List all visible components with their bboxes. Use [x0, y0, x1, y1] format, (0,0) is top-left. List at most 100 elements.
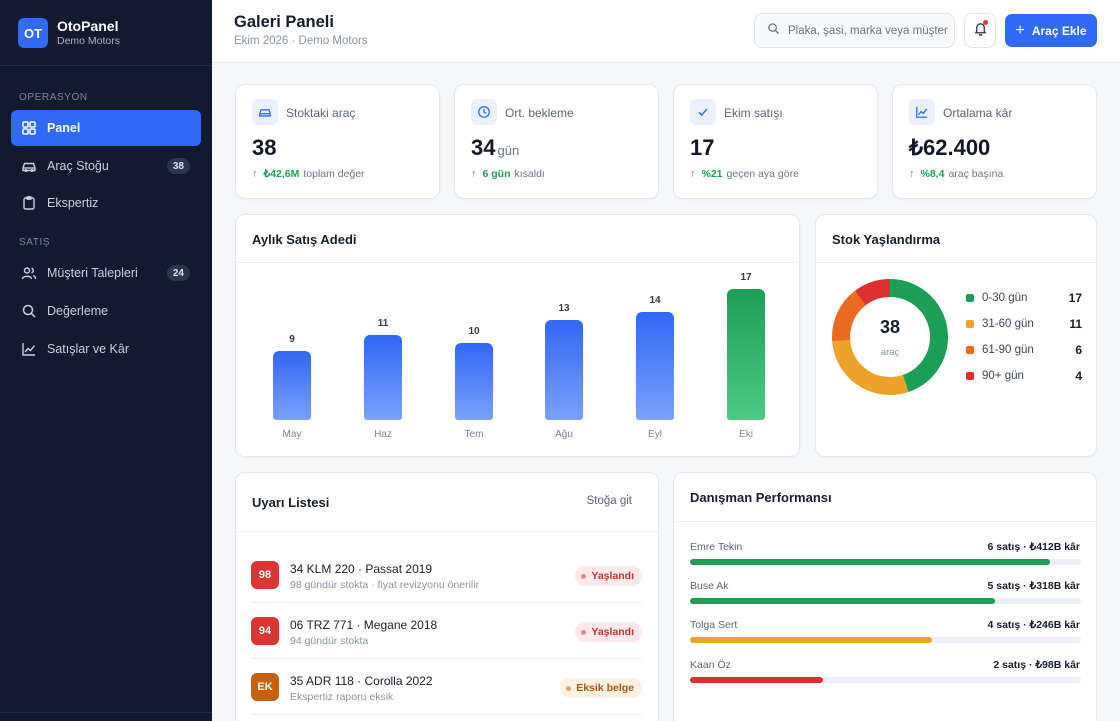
sidebar-item-panel[interactable]: Panel — [11, 110, 201, 146]
sidebar-divider — [0, 65, 212, 66]
bar-Eki[interactable] — [727, 289, 765, 420]
clipboard-icon — [21, 195, 37, 211]
legend-swatch — [966, 372, 974, 380]
alert-item[interactable]: EK 35 ADR 118 · Corolla 2022 Ekspertiz r… — [236, 659, 658, 715]
stock-count-badge: 38 — [166, 158, 190, 174]
brand-name: OtoPanel — [57, 18, 119, 34]
alert-subtitle: 94 gündür stokta — [290, 635, 369, 647]
arrow-up-icon: ↑ — [690, 168, 696, 180]
notifications-button[interactable] — [964, 13, 996, 48]
card-divider — [236, 531, 658, 532]
card-title: Stok Yaşlandırma — [832, 232, 941, 247]
kpi-footnote: ↑ %21 geçen aya göre — [690, 168, 799, 180]
sidebar-item-arac-stogu[interactable]: Araç Stoğu 38 — [11, 148, 201, 184]
add-vehicle-button[interactable]: + Araç Ekle — [1005, 14, 1097, 47]
kpi-value: 34 gün — [471, 135, 520, 160]
nav-section-operasyon: OPERASYON — [19, 92, 88, 103]
consultant-progress-track — [690, 559, 1081, 565]
kpi-footnote: ↑ ₺42,6M toplam değer — [252, 168, 365, 180]
kpi-card-wait: Ort. bekleme 34 gün ↑ 6 gün kısaldı — [454, 84, 659, 199]
sidebar-item-musteri-talepleri[interactable]: Müşteri Talepleri 24 — [11, 255, 201, 291]
add-vehicle-label: Araç Ekle — [1031, 23, 1087, 38]
bar-Ağu[interactable] — [545, 320, 583, 420]
legend-item: 61-90 gün 6 — [966, 342, 1096, 358]
alert-title: 06 TRZ 771 · Megane 2018 — [290, 618, 438, 632]
consultant-name: Emre Tekin — [690, 541, 743, 553]
alert-badge: 94 — [251, 617, 279, 645]
bar-value-label: 9 — [289, 334, 295, 345]
monthly-sales-card: Aylık Satış Adedi 9 May 11 Haz 10 Tem 13 Ağu 14 E… — [235, 214, 800, 457]
bar-Tem[interactable] — [455, 343, 493, 420]
kpi-value: 17 — [690, 135, 715, 160]
consultant-progress-fill — [690, 598, 995, 604]
sidebar-item-label: Panel — [47, 121, 81, 135]
kpi-value: 38 — [252, 135, 277, 160]
sidebar-item-label: Müşteri Talepleri — [47, 266, 138, 280]
legend-swatch — [966, 294, 974, 302]
status-badge: Yaşlandı — [575, 566, 642, 586]
donut-segment-31-60 gün[interactable] — [832, 279, 948, 395]
sidebar-footer-divider — [0, 712, 212, 713]
consultant-name: Tolga Sert — [690, 619, 738, 631]
sidebar: OT OtoPanel Demo Motors OPERASYON Panel … — [0, 0, 212, 721]
car-icon — [252, 99, 278, 125]
consultant-stat: 2 satış · ₺98B kâr — [993, 659, 1080, 671]
sidebar-item-label: Değerleme — [47, 304, 109, 318]
kpi-label: Ort. bekleme — [505, 106, 574, 120]
grid-icon — [21, 120, 37, 136]
donut-segment-61-90 gün[interactable] — [832, 279, 948, 395]
search-input[interactable] — [788, 24, 948, 37]
donut-segment-90+ gün[interactable] — [832, 279, 948, 395]
sidebar-item-satislar-ve-kar[interactable]: Satışlar ve Kâr — [11, 331, 201, 367]
status-badge: Yaşlandı — [575, 622, 642, 642]
trend-icon — [909, 99, 935, 125]
alert-subtitle: Ekspertiz raporu eksik — [290, 691, 394, 703]
bell-icon — [973, 21, 988, 41]
bar-Haz[interactable] — [364, 335, 402, 420]
x-tick-label: Eki — [739, 429, 753, 440]
kpi-card-stock: Stoktaki araç 38 ↑ ₺42,6M toplam değer — [235, 84, 440, 199]
consultant-progress-fill — [690, 677, 823, 683]
sidebar-item-degerleme[interactable]: Değerleme — [11, 293, 201, 329]
brand-subtitle: Demo Motors — [57, 35, 121, 47]
requests-count-badge: 24 — [166, 265, 190, 281]
kpi-label: Ortalama kâr — [943, 106, 1013, 120]
card-divider — [816, 262, 1096, 263]
consultant-progress-fill — [690, 637, 933, 643]
legend-swatch — [966, 320, 974, 328]
search-icon — [767, 22, 780, 40]
bar-value-label: 13 — [558, 303, 570, 314]
bar-value-label: 14 — [649, 295, 661, 306]
consultant-stat: 6 satış · ₺412B kâr — [987, 541, 1081, 553]
line-chart-icon — [21, 341, 37, 357]
donut-total-label: araç — [880, 347, 900, 358]
kpi-card-sales: Ekim satışı 17 ↑ %21 geçen aya göre — [673, 84, 878, 199]
plus-icon: + — [1015, 21, 1025, 39]
search-box[interactable] — [754, 13, 955, 48]
consultant-stat: 5 satış · ₺318B kâr — [987, 580, 1081, 592]
donut-total: 38 — [879, 317, 901, 337]
sidebar-item-label: Ekspertiz — [47, 196, 99, 210]
status-badge: Eksik belge — [560, 678, 642, 698]
sidebar-item-label: Satışlar ve Kâr — [47, 342, 129, 356]
page-title: Galeri Paneli — [234, 13, 334, 31]
go-to-stock-link[interactable]: Stoğa git — [586, 495, 632, 507]
page-subtitle: Ekim 2026 · Demo Motors — [234, 35, 368, 47]
brand[interactable]: OT OtoPanel Demo Motors — [18, 18, 120, 48]
arrow-up-icon: ↑ — [909, 168, 915, 180]
sidebar-item-ekspertiz[interactable]: Ekspertiz — [11, 185, 201, 221]
x-tick-label: Eyl — [648, 429, 662, 440]
consultant-performance-card: Danışman Performansı Emre Tekin 6 satış … — [673, 472, 1097, 721]
consultant-name: Buse Ak — [690, 580, 729, 592]
notification-dot — [983, 20, 988, 25]
x-tick-label: Ağu — [555, 429, 573, 440]
bar-Eyl[interactable] — [636, 312, 674, 420]
consultant-progress-fill — [690, 559, 1050, 565]
bar-May[interactable] — [273, 351, 311, 420]
alert-item[interactable]: 98 34 KLM 220 · Passat 2019 98 gündür st… — [236, 547, 658, 603]
stock-aging-card: Stok Yaşlandırma 38 araç 0-30 gün 17 31-… — [815, 214, 1097, 457]
alert-item[interactable]: 94 06 TRZ 771 · Megane 2018 94 gündür st… — [236, 603, 658, 659]
consultant-progress-track — [690, 677, 1081, 683]
arrow-up-icon: ↑ — [471, 168, 477, 180]
legend-item: 31-60 gün 11 — [966, 316, 1096, 332]
